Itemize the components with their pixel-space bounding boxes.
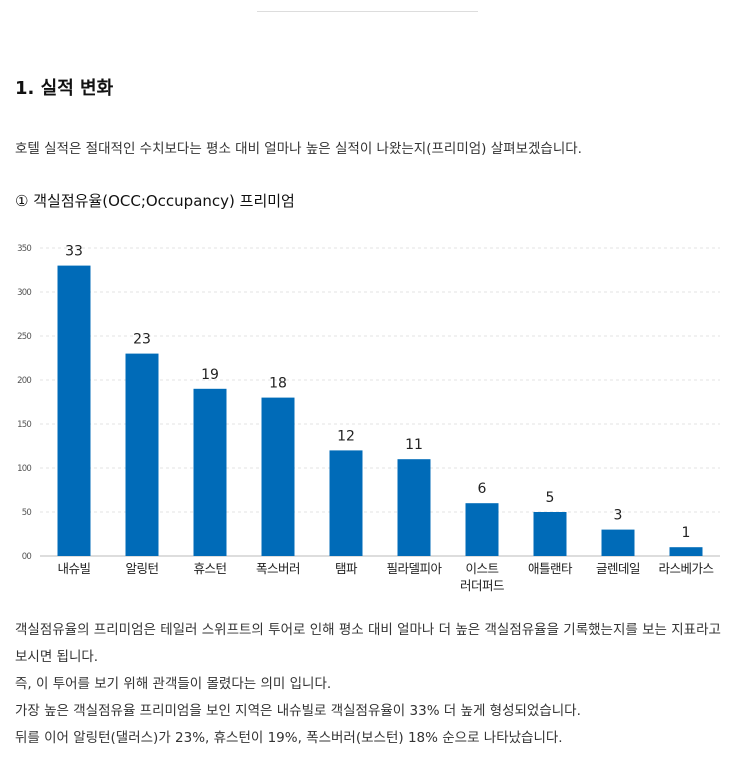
body-paragraph: 객실점유율의 프리미엄은 테일러 스위프트의 투어로 인해 평소 대비 얼마나 … [15,622,721,665]
bar [533,512,567,556]
x-tick-label: 폭스버러 [256,561,300,576]
x-tick-label: 라스베가스 [658,561,713,576]
x-tick-label: 알링턴 [125,561,158,576]
bar [669,547,703,556]
data-label: 18 [269,376,287,392]
bar [329,450,363,556]
chart-subtitle: ① 객실점유율(OCC;Occupancy) 프리미엄 [15,192,295,210]
data-label: 5 [546,490,555,506]
data-label: 23 [133,332,151,348]
top-divider [257,11,478,12]
x-tick-label: 필라델피아 [386,561,442,576]
body-paragraph: 가장 높은 객실점유율 프리미엄을 보인 지역은 내슈빌로 객실점유율이 33%… [15,703,581,719]
data-label: 19 [201,367,219,383]
data-label: 12 [337,428,355,444]
bar [601,529,635,556]
body-paragraph: 즉, 이 투어를 보기 위해 관객들이 몰렸다는 의미 입니다. [15,676,332,692]
occupancy-premium-chart: 00 50 100 150 200 250 300 350 33 내슈빌 23 알링턴 19 휴스턴 18 폭… [17,244,720,593]
y-tick-label: 300 [17,288,31,298]
x-tick-label: 글렌데일 [596,561,640,576]
data-label: 11 [405,437,423,453]
data-label: 3 [614,508,623,524]
section-title: 1. 실적 변화 [15,78,114,99]
y-tick-label: 00 [22,552,32,562]
data-label: 6 [478,481,487,497]
data-label: 1 [682,525,691,541]
data-label: 33 [65,244,83,260]
y-tick-label: 200 [17,376,31,386]
bar [125,353,159,556]
y-tick-label: 250 [17,332,31,342]
x-tick-label: 이스트 [465,561,498,576]
x-tick-label: 휴스턴 [193,561,226,576]
x-tick-label: 탬파 [335,561,358,576]
bar [261,397,295,556]
y-tick-label: 350 [17,244,31,254]
intro-text: 호텔 실적은 절대적인 수치보다는 평소 대비 얼마나 높은 실적이 나왔는지(… [15,141,582,157]
bar [465,503,499,556]
y-tick-label: 50 [22,508,32,518]
y-tick-label: 100 [17,464,31,474]
body-text: 객실점유율의 프리미엄은 테일러 스위프트의 투어로 인해 평소 대비 얼마나 … [15,617,725,752]
x-tick-label: 내슈빌 [57,561,90,576]
x-tick-label: 러더퍼드 [460,578,504,593]
bar [57,265,91,556]
bar [193,388,227,556]
bar [397,459,431,556]
y-tick-label: 150 [17,420,31,430]
x-tick-label: 애틀랜타 [528,561,573,576]
body-paragraph: 뒤를 이어 알링턴(댈러스)가 23%, 휴스턴이 19%, 폭스버러(보스턴)… [15,730,563,746]
